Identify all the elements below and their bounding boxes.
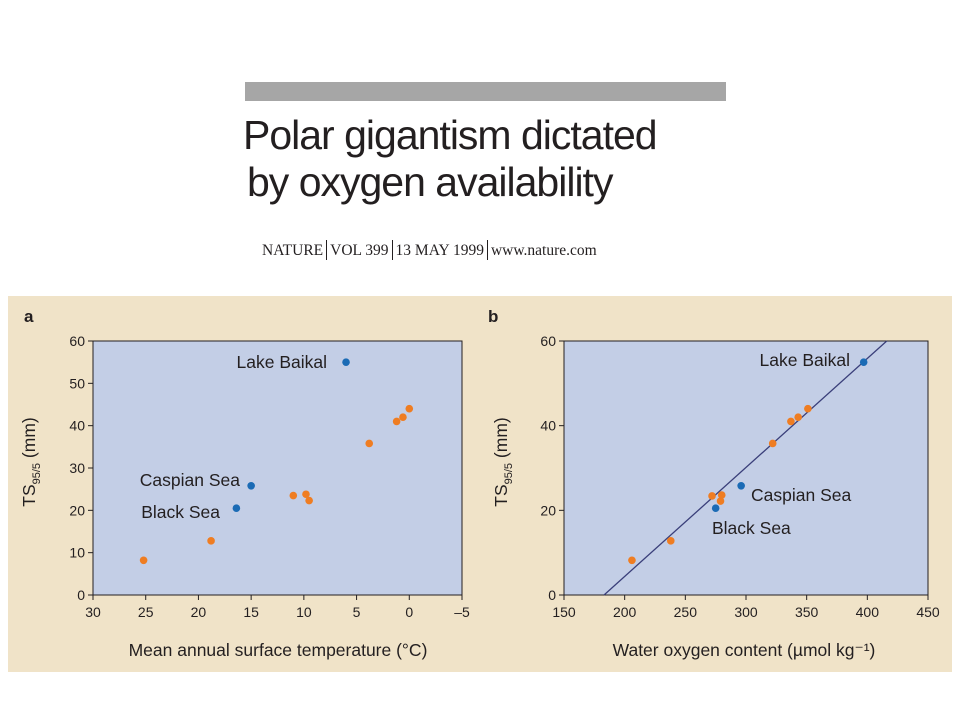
data-point-orange	[139, 556, 148, 565]
point-annotation: Black Sea	[141, 502, 220, 522]
journal-name: NATURE	[262, 242, 324, 259]
x-tick-label: 200	[613, 604, 637, 620]
point-annotation: Caspian Sea	[140, 470, 240, 490]
citation-divider	[486, 240, 488, 260]
x-tick-label: 5	[353, 604, 361, 620]
data-point-orange	[717, 491, 726, 499]
x-tick-label: 150	[552, 604, 576, 620]
y-tick-label: 20	[69, 502, 85, 518]
y-tick-label: 30	[69, 460, 85, 476]
y-tick-label: 40	[69, 418, 85, 434]
citation: NATURE VOL 399 13 MAY 1999 www.nature.com	[262, 240, 597, 260]
data-point-orange	[405, 404, 414, 413]
y-tick-label: 60	[540, 333, 556, 349]
x-tick-label: 450	[916, 604, 940, 620]
data-point-blue	[247, 481, 255, 490]
data-point-orange	[207, 537, 215, 545]
y-tick-label: 0	[548, 587, 556, 603]
title-line-1: Polar gigantism dictated	[243, 112, 658, 158]
x-tick-label: 250	[674, 604, 698, 620]
data-point-orange	[787, 417, 795, 426]
x-tick-label: 10	[296, 604, 312, 620]
fit-line	[603, 340, 888, 596]
journal-volume: VOL 399	[330, 242, 389, 259]
x-tick-label: 25	[138, 604, 154, 620]
panel-label: b	[488, 307, 498, 326]
y-tick-label: 60	[69, 333, 85, 349]
y-tick-label: 10	[69, 545, 85, 561]
y-tick-label: 50	[69, 375, 85, 391]
data-point-blue	[859, 358, 868, 366]
y-tick-label: 0	[77, 587, 85, 603]
x-tick-label: 0	[405, 604, 413, 620]
data-point-orange	[365, 439, 374, 448]
data-point-orange	[392, 417, 401, 426]
chart-panel-b: b 0 20 40 60 150 200 250 300 350 400 450 Water oxyge…	[488, 307, 940, 660]
x-tick-label: 15	[243, 604, 259, 620]
point-annotation: Lake Baikal	[760, 350, 850, 370]
journal-url: www.nature.com	[490, 242, 597, 259]
x-tick-label: 20	[191, 604, 207, 620]
x-tick-label: 300	[734, 604, 758, 620]
data-point-blue	[342, 358, 350, 366]
y-tick-label: 40	[540, 418, 556, 434]
point-annotation: Caspian Sea	[751, 485, 851, 505]
title-line-2: by oxygen availability	[247, 159, 613, 205]
y-tick-label: 20	[540, 502, 556, 518]
plot-area	[92, 340, 463, 596]
data-point-orange	[708, 492, 716, 500]
panel-label: a	[24, 307, 34, 326]
citation-divider	[326, 240, 328, 260]
data-point-orange	[302, 490, 310, 499]
data-point-orange	[628, 556, 636, 565]
data-point-orange	[399, 413, 407, 422]
x-tick-label: 30	[85, 604, 101, 620]
data-point-orange	[666, 537, 675, 545]
data-point-blue	[737, 481, 745, 490]
data-point-orange	[305, 496, 313, 505]
y-axis-label: TS95/5 (mm)	[491, 417, 515, 506]
x-tick-label: 350	[795, 604, 819, 620]
x-tick-label: 400	[856, 604, 880, 620]
data-point-blue	[232, 504, 241, 513]
title-bar	[245, 82, 726, 101]
x-axis-label: Water oxygen content (µmol kg⁻¹)	[613, 640, 876, 660]
data-point-orange	[716, 497, 725, 505]
point-annotation: Lake Baikal	[237, 352, 327, 372]
issue-date: 13 MAY 1999	[395, 242, 484, 259]
citation-divider	[391, 240, 393, 260]
data-point-orange	[804, 404, 812, 413]
article-title: Polar gigantism dictated by oxygen avail…	[243, 112, 658, 206]
point-annotation: Black Sea	[712, 518, 791, 538]
x-tick-label: –5	[454, 604, 470, 620]
x-axis-label: Mean annual surface temperature (°C)	[129, 640, 428, 660]
data-point-orange	[289, 491, 298, 500]
data-point-orange	[794, 413, 802, 422]
data-point-blue	[711, 504, 720, 513]
y-axis-label: TS95/5 (mm)	[19, 417, 43, 506]
data-point-orange	[768, 439, 777, 448]
